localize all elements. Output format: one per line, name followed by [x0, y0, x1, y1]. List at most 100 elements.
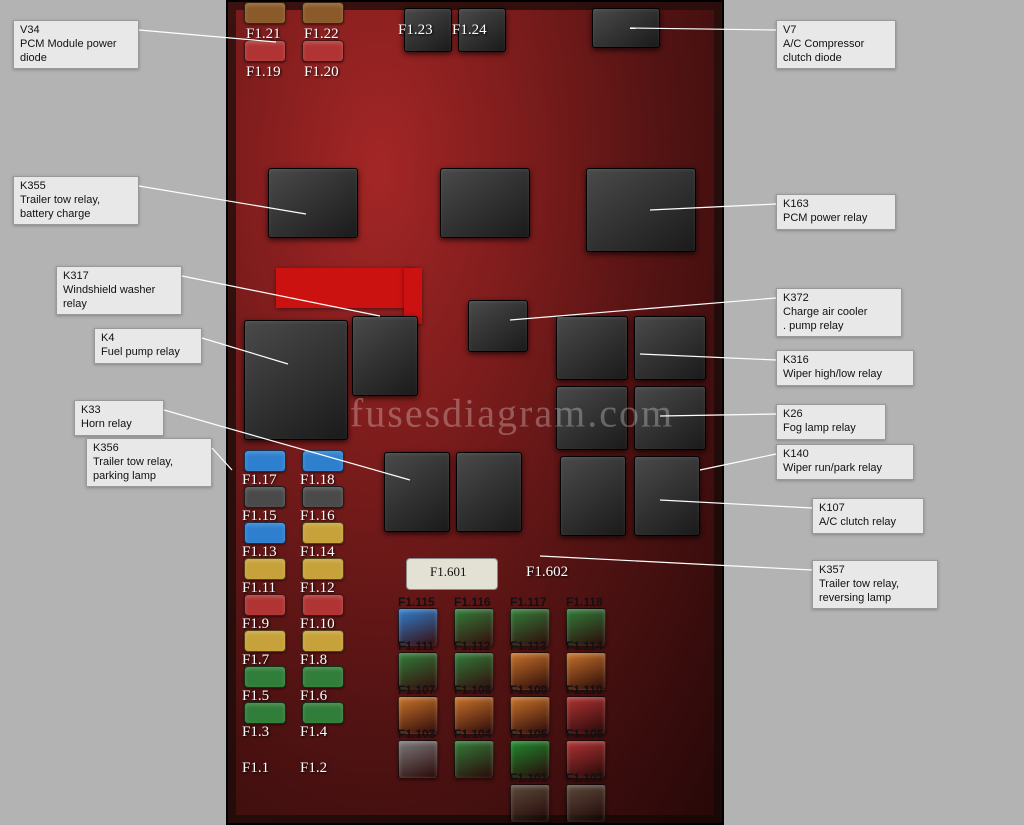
callout-line: K140	[783, 448, 907, 462]
relay-k372-socket	[468, 300, 528, 352]
callout-line: relay	[63, 298, 175, 312]
fuse-label-F1.2: F1.2	[300, 760, 327, 777]
jcase-label-F1.103: F1.103	[398, 727, 435, 741]
jcase-label-F1.114: F1.114	[566, 639, 603, 653]
jcase-label-F1.110: F1.110	[566, 683, 603, 697]
jcase-label-F1.118: F1.118	[566, 595, 603, 609]
jcase-F1.102	[566, 784, 606, 822]
jcase-label-F1.113: F1.113	[510, 639, 547, 653]
jcase-label-F1.101: F1.101	[510, 771, 547, 785]
fuse-F1.8	[302, 630, 344, 652]
callout-K26: K26Fog lamp relay	[776, 404, 886, 440]
jcase-F1.103	[398, 740, 438, 778]
fuse-F1.4	[302, 702, 344, 724]
callout-line: A/C clutch relay	[819, 516, 917, 530]
callout-line: K163	[783, 198, 889, 212]
fuse-label-F1.1: F1.1	[242, 760, 269, 777]
callout-K356: K356Trailer tow relay,parking lamp	[86, 438, 212, 487]
callout-line: Trailer tow relay,	[20, 194, 132, 208]
callout-line: . pump relay	[783, 320, 895, 334]
fuse-F1.3	[244, 702, 286, 724]
jcase-F1.104	[454, 740, 494, 778]
callout-line: K372	[783, 292, 895, 306]
fuse-F1.16	[302, 486, 344, 508]
relay-k33-a	[384, 452, 450, 532]
fuse-F1.11	[244, 558, 286, 580]
fuse-label-F1.4: F1.4	[300, 724, 327, 741]
callout-K163: K163PCM power relay	[776, 194, 896, 230]
callout-line: Wiper high/low relay	[783, 368, 907, 382]
red-block	[276, 268, 414, 308]
callout-line: K355	[20, 180, 132, 194]
fuse-label-F1.3: F1.3	[242, 724, 269, 741]
fuse-F1.22	[302, 2, 344, 24]
fuse-F1.15	[244, 486, 286, 508]
fuse-label-F1.20: F1.20	[304, 64, 339, 81]
callout-line: Windshield washer	[63, 284, 175, 298]
callout-line: K316	[783, 354, 907, 368]
relay-top-right	[592, 8, 660, 48]
breaker-label-F1.602: F1.602	[526, 564, 568, 581]
fuse-F1.9	[244, 594, 286, 616]
relay-k107-b	[634, 456, 700, 536]
callout-K4: K4Fuel pump relay	[94, 328, 202, 364]
jcase-label-F1.102: F1.102	[566, 771, 603, 785]
callout-K107: K107A/C clutch relay	[812, 498, 924, 534]
callout-line: V34	[20, 24, 132, 38]
jcase-label-F1.111: F1.111	[398, 639, 434, 653]
callout-line: clutch diode	[783, 52, 889, 66]
callout-line: K4	[101, 332, 195, 346]
callout-line: Fog lamp relay	[783, 422, 879, 436]
relay-k26-b	[634, 386, 706, 450]
fuse-F1.17	[244, 450, 286, 472]
callout-V7: V7A/C Compressorclutch diode	[776, 20, 896, 69]
callout-line: Wiper run/park relay	[783, 462, 907, 476]
relay-k316	[556, 316, 628, 380]
callout-line: Horn relay	[81, 418, 157, 432]
fuse-F1.14	[302, 522, 344, 544]
fuse-F1.10	[302, 594, 344, 616]
callout-line: K356	[93, 442, 205, 456]
callout-line: K33	[81, 404, 157, 418]
fuse-F1.5	[244, 666, 286, 688]
jcase-label-F1.117: F1.117	[510, 595, 547, 609]
jcase-label-F1.112: F1.112	[454, 639, 491, 653]
callout-line: Trailer tow relay,	[819, 578, 931, 592]
callout-line: A/C Compressor	[783, 38, 889, 52]
callout-line: Charge air cooler	[783, 306, 895, 320]
callout-K372: K372Charge air cooler. pump relay	[776, 288, 902, 337]
fuse-F1.20	[302, 40, 344, 62]
fuse-label-F1.19: F1.19	[246, 64, 281, 81]
callout-V34: V34PCM Module powerdiode	[13, 20, 139, 69]
callout-line: Fuel pump relay	[101, 346, 195, 360]
relay-k4	[244, 320, 348, 440]
fuse-F1.21	[244, 2, 286, 24]
breaker-label-F1.601: F1.601	[430, 564, 466, 580]
fuse-F1.13	[244, 522, 286, 544]
callout-line: PCM Module power	[20, 38, 132, 52]
fuse-F1.12	[302, 558, 344, 580]
callout-K316: K316Wiper high/low relay	[776, 350, 914, 386]
callout-line: Trailer tow relay,	[93, 456, 205, 470]
relay-k355	[268, 168, 358, 238]
callout-line: K107	[819, 502, 917, 516]
relay-k317	[352, 316, 418, 396]
fuse-label-F1.24: F1.24	[452, 22, 487, 39]
callout-line: K317	[63, 270, 175, 284]
callout-K355: K355Trailer tow relay,battery charge	[13, 176, 139, 225]
jcase-F1.101	[510, 784, 550, 822]
callout-K317: K317Windshield washerrelay	[56, 266, 182, 315]
fuse-F1.19	[244, 40, 286, 62]
callout-K33: K33Horn relay	[74, 400, 164, 436]
jcase-label-F1.107: F1.107	[398, 683, 435, 697]
jcase-label-F1.104: F1.104	[454, 727, 491, 741]
jcase-label-F1.108: F1.108	[454, 683, 491, 697]
callout-K357: K357Trailer tow relay,reversing lamp	[812, 560, 938, 609]
callout-line: PCM power relay	[783, 212, 889, 226]
callout-line: V7	[783, 24, 889, 38]
jcase-label-F1.115: F1.115	[398, 595, 435, 609]
relay-k163	[586, 168, 696, 252]
relay-mid-2	[440, 168, 530, 238]
fuse-F1.7	[244, 630, 286, 652]
relay-k26-a	[556, 386, 628, 450]
